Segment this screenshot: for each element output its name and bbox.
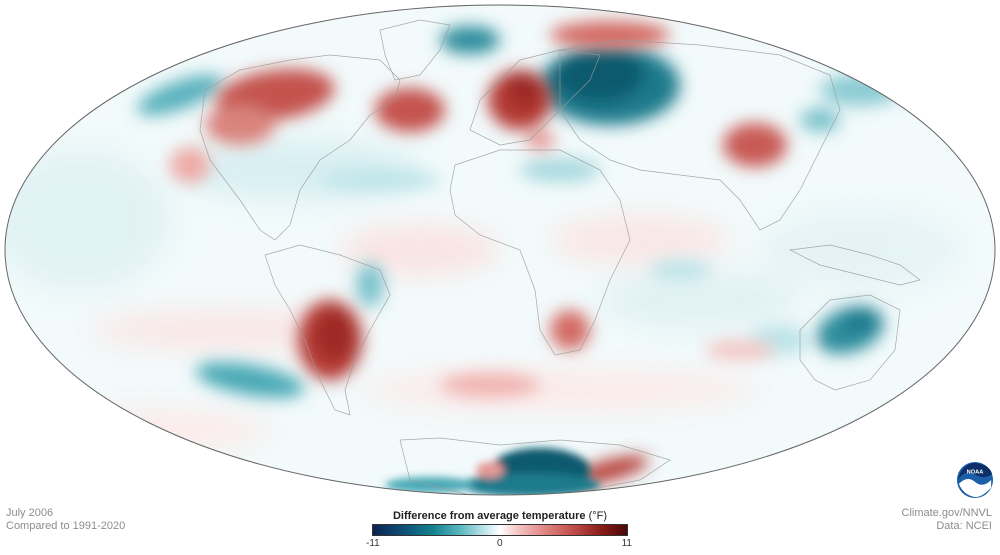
color-legend: Difference from average temperature (°F)… <box>366 509 632 550</box>
legend-min-label: -11 <box>366 538 380 549</box>
noaa-logo-text: NOAA <box>967 469 984 475</box>
legend-unit: (°F) <box>588 510 608 522</box>
map-caption: July 2006 Compared to 1991-2020 <box>6 507 125 533</box>
cold-anomaly-regions <box>137 26 900 398</box>
map-date: July 2006 <box>6 507 54 519</box>
warm-anomaly-regions <box>170 21 787 485</box>
noaa-logo-icon: NOAA <box>956 461 994 499</box>
legend-max-label: 11 <box>621 538 632 549</box>
continent-outlines <box>199 19 951 495</box>
legend-color-bar <box>372 524 628 536</box>
europe-outline <box>469 49 601 146</box>
legend-title: Difference from average temperature (°F) <box>372 509 628 523</box>
legend-mid-label: 0 <box>497 538 503 549</box>
legend-ticks: -11 0 11 <box>366 536 632 550</box>
indonesia-outline <box>788 244 921 286</box>
antarctica-outline <box>399 437 671 495</box>
globe-border <box>4 4 996 496</box>
anomaly-field <box>5 5 995 495</box>
africa-outline <box>449 149 631 356</box>
map-baseline: Compared to 1991-2020 <box>6 520 126 532</box>
credit-site: Climate.gov/NNVL <box>901 507 992 519</box>
asia-outline <box>559 39 841 231</box>
north-america-outline <box>199 54 401 241</box>
temperature-anomaly-map <box>4 4 996 496</box>
south-america-outline <box>264 244 391 416</box>
new-zealand-outline <box>929 369 951 406</box>
greenland-outline <box>379 19 451 81</box>
map-credits: Climate.gov/NNVL Data: NCEI <box>902 507 992 533</box>
credit-data: Data: NCEI <box>936 520 992 532</box>
legend-title-text: Difference from average temperature <box>392 510 586 522</box>
australia-outline <box>799 294 901 391</box>
